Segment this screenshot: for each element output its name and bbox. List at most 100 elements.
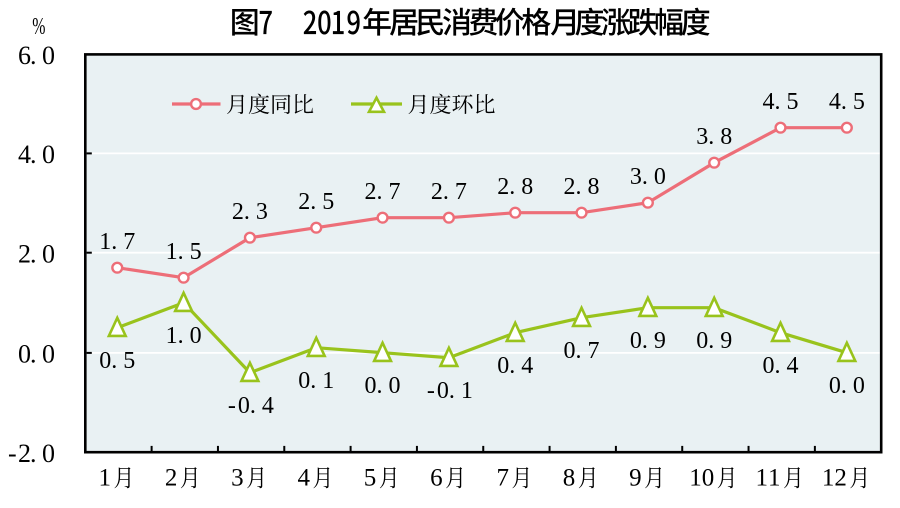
svg-text:2: 2 — [165, 464, 178, 491]
svg-text:4: 4 — [763, 89, 775, 115]
svg-text:0: 0 — [654, 164, 666, 190]
svg-text:%: % — [32, 14, 45, 40]
svg-text:3: 3 — [630, 164, 642, 190]
svg-text:.: . — [111, 348, 117, 374]
svg-text:1: 1 — [99, 464, 112, 491]
svg-text:.: . — [30, 140, 37, 169]
svg-text:0: 0 — [190, 323, 202, 349]
svg-text:2: 2 — [365, 179, 377, 205]
svg-text:6: 6 — [430, 464, 443, 491]
svg-text:8: 8 — [588, 174, 600, 200]
svg-text:2: 2 — [18, 239, 31, 268]
svg-text:0: 0 — [497, 353, 509, 379]
svg-text:5: 5 — [322, 189, 334, 215]
svg-text:1: 1 — [322, 368, 334, 394]
svg-text:0: 0 — [42, 439, 55, 468]
svg-text:1: 1 — [99, 229, 111, 255]
svg-text:6: 6 — [18, 41, 31, 70]
svg-text:.: . — [576, 338, 582, 364]
svg-text:.: . — [509, 174, 515, 200]
svg-text:1: 1 — [689, 464, 702, 491]
svg-text:-: - — [228, 393, 236, 419]
svg-text:4: 4 — [521, 353, 533, 379]
svg-text:4: 4 — [787, 353, 799, 379]
svg-text:2: 2 — [834, 464, 847, 491]
svg-text:2: 2 — [431, 179, 443, 205]
svg-text:7: 7 — [496, 464, 509, 491]
svg-text:.: . — [642, 328, 648, 354]
svg-text:8: 8 — [563, 464, 576, 491]
svg-text:2: 2 — [564, 174, 576, 200]
svg-text:5: 5 — [787, 89, 799, 115]
svg-text:.: . — [841, 89, 847, 115]
svg-text:0: 0 — [99, 348, 111, 374]
svg-text:5: 5 — [190, 239, 202, 265]
svg-text:2: 2 — [18, 439, 31, 468]
svg-text:7: 7 — [588, 338, 600, 364]
svg-text:0: 0 — [763, 353, 775, 379]
svg-text:4: 4 — [18, 140, 31, 169]
svg-text:4: 4 — [829, 89, 841, 115]
svg-text:4: 4 — [262, 393, 274, 419]
svg-text:.: . — [310, 189, 316, 215]
svg-text:.: . — [310, 368, 316, 394]
svg-text:8: 8 — [521, 174, 533, 200]
svg-text:0: 0 — [437, 378, 449, 404]
svg-text:.: . — [30, 41, 37, 70]
svg-text:0: 0 — [238, 393, 250, 419]
svg-text:2: 2 — [497, 174, 509, 200]
svg-text:.: . — [30, 340, 37, 369]
svg-text:1: 1 — [166, 239, 178, 265]
svg-text:-: - — [8, 439, 17, 468]
svg-text:.: . — [449, 378, 455, 404]
svg-text:0: 0 — [42, 140, 55, 169]
svg-text:.: . — [775, 353, 781, 379]
svg-text:5: 5 — [853, 89, 865, 115]
svg-text:0: 0 — [702, 464, 715, 491]
svg-text:1: 1 — [756, 464, 769, 491]
svg-text:0: 0 — [42, 239, 55, 268]
svg-text:.: . — [178, 239, 184, 265]
svg-text:0: 0 — [42, 340, 55, 369]
svg-text:.: . — [244, 199, 250, 225]
svg-text:7: 7 — [455, 179, 467, 205]
svg-text:.: . — [708, 124, 714, 150]
svg-text:0: 0 — [630, 328, 642, 354]
svg-text:8: 8 — [720, 124, 732, 150]
svg-text:2: 2 — [298, 189, 310, 215]
svg-text:0: 0 — [853, 373, 865, 399]
svg-text:.: . — [250, 393, 256, 419]
svg-text:3: 3 — [696, 124, 708, 150]
svg-text:.: . — [111, 229, 117, 255]
svg-text:7: 7 — [389, 179, 401, 205]
svg-text:4: 4 — [297, 464, 310, 491]
svg-text:2: 2 — [232, 199, 244, 225]
svg-text:0: 0 — [389, 373, 401, 399]
svg-text:1: 1 — [822, 464, 835, 491]
svg-text:9: 9 — [654, 328, 666, 354]
svg-text:.: . — [642, 164, 648, 190]
svg-text:.: . — [708, 328, 714, 354]
svg-text:9: 9 — [720, 328, 732, 354]
svg-text:3: 3 — [256, 199, 268, 225]
svg-text:1: 1 — [768, 464, 781, 491]
svg-text:0: 0 — [696, 328, 708, 354]
svg-text:1: 1 — [166, 323, 178, 349]
svg-text:.: . — [509, 353, 515, 379]
svg-text:.: . — [30, 439, 37, 468]
svg-text:3: 3 — [231, 464, 244, 491]
svg-text:-: - — [427, 378, 435, 404]
svg-text:0: 0 — [365, 373, 377, 399]
svg-text:9: 9 — [629, 464, 642, 491]
svg-text:7: 7 — [123, 229, 135, 255]
svg-text:.: . — [841, 373, 847, 399]
svg-text:5: 5 — [364, 464, 377, 491]
svg-text:.: . — [377, 179, 383, 205]
svg-text:.: . — [576, 174, 582, 200]
svg-text:.: . — [30, 239, 37, 268]
svg-text:0: 0 — [18, 340, 31, 369]
svg-text:0: 0 — [42, 41, 55, 70]
svg-text:.: . — [377, 373, 383, 399]
svg-text:0: 0 — [298, 368, 310, 394]
svg-text:.: . — [443, 179, 449, 205]
